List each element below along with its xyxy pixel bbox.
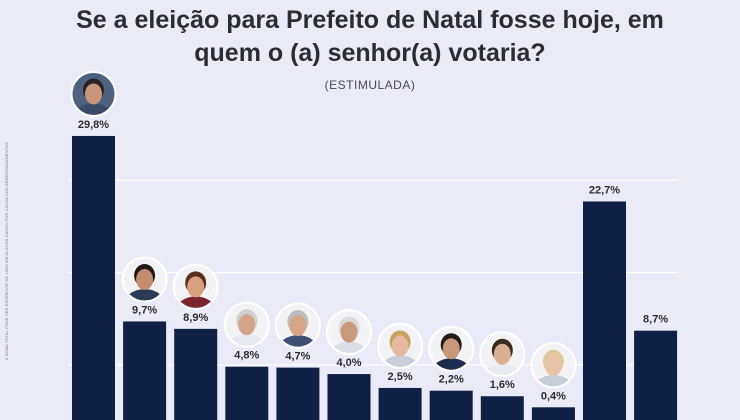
candidate-photo-5 (274, 302, 321, 349)
value-label-10: 0,4% (541, 390, 566, 402)
value-labels: 29,8% 9,7% 8,9% 4,8% 4,7% 4,0% 2,5% 2,2% 1,6% 0,4… (78, 119, 668, 402)
bar-3 (174, 328, 218, 420)
bar-2 (123, 321, 167, 420)
value-label-1: 29,8% (78, 119, 109, 131)
bar-11 (583, 201, 626, 420)
value-label-9: 1,6% (490, 379, 515, 391)
bar-7 (378, 387, 422, 420)
chart-title: Se a eleição para Prefeito de Natal foss… (0, 4, 740, 70)
candidate-photo-3 (172, 263, 219, 310)
value-label-5: 4,7% (285, 351, 310, 363)
chart-subtitle: (ESTIMULADA) (324, 78, 416, 92)
value-label-12: 8,7% (643, 314, 668, 326)
bar-12 (634, 330, 678, 420)
candidate-photo-9 (479, 331, 526, 378)
candidate-photo-8 (428, 325, 475, 372)
bar-8 (429, 390, 473, 420)
chart-title-line-1: Se a eleição para Prefeito de Natal foss… (76, 6, 664, 34)
chart-title-line-2: quem o (a) senhor(a) votaria? (194, 39, 546, 67)
bar-1 (72, 135, 115, 420)
value-label-7: 2,5% (388, 371, 413, 383)
bar-9 (480, 396, 524, 420)
value-label-6: 4,0% (336, 357, 361, 369)
candidate-avatars (70, 70, 577, 389)
bar-10 (531, 407, 575, 420)
value-label-2: 9,7% (132, 304, 157, 316)
candidate-photo-2 (121, 256, 168, 303)
value-label-11: 22,7% (589, 184, 620, 196)
bars (72, 135, 678, 420)
value-label-8: 2,2% (439, 374, 464, 386)
value-label-3: 8,9% (183, 312, 208, 324)
candidate-photo-1 (70, 70, 117, 117)
candidate-photo-6 (326, 309, 372, 356)
bar-4 (225, 366, 269, 420)
candidate-photo-4 (223, 301, 270, 348)
bar-5 (276, 367, 320, 420)
candidate-photo-10 (530, 342, 577, 389)
candidate-photo-7 (377, 322, 424, 369)
bar-6 (327, 374, 371, 420)
value-label-4: 4,8% (234, 350, 259, 362)
